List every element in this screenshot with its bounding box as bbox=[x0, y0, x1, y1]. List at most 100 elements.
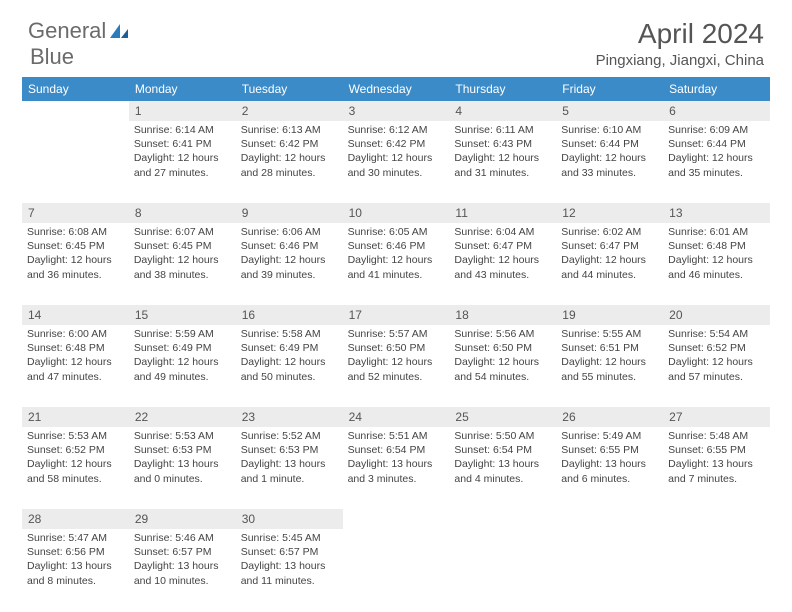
day-dl2: and 11 minutes. bbox=[241, 574, 338, 588]
day-number: 6 bbox=[663, 101, 770, 121]
day-info: Sunrise: 6:08 AMSunset: 6:45 PMDaylight:… bbox=[27, 225, 124, 282]
day-dl1: Daylight: 12 hours bbox=[561, 151, 658, 165]
day-number: 20 bbox=[663, 305, 770, 325]
day-dl1: Daylight: 12 hours bbox=[668, 355, 765, 369]
day-info: Sunrise: 6:06 AMSunset: 6:46 PMDaylight:… bbox=[241, 225, 338, 282]
day-dl2: and 38 minutes. bbox=[134, 268, 231, 282]
day-sr: Sunrise: 6:14 AM bbox=[134, 123, 231, 137]
day-info: Sunrise: 6:01 AMSunset: 6:48 PMDaylight:… bbox=[668, 225, 765, 282]
day-info: Sunrise: 6:14 AMSunset: 6:41 PMDaylight:… bbox=[134, 123, 231, 180]
day-cell: Sunrise: 5:45 AMSunset: 6:57 PMDaylight:… bbox=[236, 529, 343, 611]
day-number: 27 bbox=[663, 407, 770, 427]
day-sr: Sunrise: 6:10 AM bbox=[561, 123, 658, 137]
day-number: 26 bbox=[556, 407, 663, 427]
day-header-tue: Tuesday bbox=[236, 77, 343, 101]
day-dl2: and 39 minutes. bbox=[241, 268, 338, 282]
day-info: Sunrise: 5:52 AMSunset: 6:53 PMDaylight:… bbox=[241, 429, 338, 486]
day-number: 7 bbox=[22, 203, 129, 223]
day-number-row: 78910111213 bbox=[22, 203, 770, 223]
day-sr: Sunrise: 5:49 AM bbox=[561, 429, 658, 443]
day-dl2: and 55 minutes. bbox=[561, 370, 658, 384]
day-dl2: and 58 minutes. bbox=[27, 472, 124, 486]
day-sr: Sunrise: 5:53 AM bbox=[27, 429, 124, 443]
day-dl2: and 54 minutes. bbox=[454, 370, 551, 384]
day-sr: Sunrise: 6:09 AM bbox=[668, 123, 765, 137]
day-dl1: Daylight: 12 hours bbox=[134, 151, 231, 165]
day-dl1: Daylight: 13 hours bbox=[241, 559, 338, 573]
week-block: 282930Sunrise: 5:47 AMSunset: 6:56 PMDay… bbox=[22, 509, 770, 611]
day-cell bbox=[449, 529, 556, 611]
day-number: 9 bbox=[236, 203, 343, 223]
day-ss: Sunset: 6:54 PM bbox=[348, 443, 445, 457]
day-cell: Sunrise: 6:01 AMSunset: 6:48 PMDaylight:… bbox=[663, 223, 770, 305]
day-number-row: 282930 bbox=[22, 509, 770, 529]
day-dl2: and 43 minutes. bbox=[454, 268, 551, 282]
day-number bbox=[449, 509, 556, 529]
day-dl2: and 33 minutes. bbox=[561, 166, 658, 180]
day-ss: Sunset: 6:48 PM bbox=[668, 239, 765, 253]
day-header-row: Sunday Monday Tuesday Wednesday Thursday… bbox=[22, 77, 770, 101]
day-number: 23 bbox=[236, 407, 343, 427]
day-number-row: 21222324252627 bbox=[22, 407, 770, 427]
day-info: Sunrise: 5:58 AMSunset: 6:49 PMDaylight:… bbox=[241, 327, 338, 384]
day-sr: Sunrise: 6:05 AM bbox=[348, 225, 445, 239]
day-dl2: and 41 minutes. bbox=[348, 268, 445, 282]
day-number-row: 123456 bbox=[22, 101, 770, 121]
day-dl2: and 28 minutes. bbox=[241, 166, 338, 180]
day-info: Sunrise: 5:55 AMSunset: 6:51 PMDaylight:… bbox=[561, 327, 658, 384]
day-cell: Sunrise: 6:04 AMSunset: 6:47 PMDaylight:… bbox=[449, 223, 556, 305]
day-dl1: Daylight: 12 hours bbox=[241, 253, 338, 267]
day-sr: Sunrise: 5:54 AM bbox=[668, 327, 765, 341]
day-ss: Sunset: 6:55 PM bbox=[668, 443, 765, 457]
day-cell bbox=[663, 529, 770, 611]
day-ss: Sunset: 6:48 PM bbox=[27, 341, 124, 355]
day-sr: Sunrise: 5:50 AM bbox=[454, 429, 551, 443]
day-dl2: and 0 minutes. bbox=[134, 472, 231, 486]
day-ss: Sunset: 6:49 PM bbox=[134, 341, 231, 355]
day-ss: Sunset: 6:46 PM bbox=[348, 239, 445, 253]
day-dl1: Daylight: 12 hours bbox=[134, 253, 231, 267]
day-dl2: and 27 minutes. bbox=[134, 166, 231, 180]
day-dl2: and 44 minutes. bbox=[561, 268, 658, 282]
day-cell: Sunrise: 6:13 AMSunset: 6:42 PMDaylight:… bbox=[236, 121, 343, 203]
day-dl2: and 30 minutes. bbox=[348, 166, 445, 180]
day-header-sat: Saturday bbox=[663, 77, 770, 101]
day-cell: Sunrise: 6:07 AMSunset: 6:45 PMDaylight:… bbox=[129, 223, 236, 305]
day-cell bbox=[22, 121, 129, 203]
day-info: Sunrise: 6:00 AMSunset: 6:48 PMDaylight:… bbox=[27, 327, 124, 384]
day-sr: Sunrise: 6:11 AM bbox=[454, 123, 551, 137]
day-cell: Sunrise: 5:54 AMSunset: 6:52 PMDaylight:… bbox=[663, 325, 770, 407]
day-dl1: Daylight: 13 hours bbox=[561, 457, 658, 471]
day-ss: Sunset: 6:50 PM bbox=[454, 341, 551, 355]
day-dl2: and 6 minutes. bbox=[561, 472, 658, 486]
day-dl2: and 46 minutes. bbox=[668, 268, 765, 282]
day-dl1: Daylight: 12 hours bbox=[348, 151, 445, 165]
day-cell: Sunrise: 5:55 AMSunset: 6:51 PMDaylight:… bbox=[556, 325, 663, 407]
day-ss: Sunset: 6:53 PM bbox=[134, 443, 231, 457]
day-number: 29 bbox=[129, 509, 236, 529]
day-cell: Sunrise: 6:00 AMSunset: 6:48 PMDaylight:… bbox=[22, 325, 129, 407]
day-header-thu: Thursday bbox=[449, 77, 556, 101]
day-dl2: and 52 minutes. bbox=[348, 370, 445, 384]
day-dl1: Daylight: 13 hours bbox=[668, 457, 765, 471]
day-sr: Sunrise: 6:07 AM bbox=[134, 225, 231, 239]
day-ss: Sunset: 6:45 PM bbox=[134, 239, 231, 253]
day-header-fri: Friday bbox=[556, 77, 663, 101]
week-block: 78910111213Sunrise: 6:08 AMSunset: 6:45 … bbox=[22, 203, 770, 305]
day-dl1: Daylight: 13 hours bbox=[134, 457, 231, 471]
day-info: Sunrise: 5:51 AMSunset: 6:54 PMDaylight:… bbox=[348, 429, 445, 486]
day-dl2: and 10 minutes. bbox=[134, 574, 231, 588]
day-dl1: Daylight: 13 hours bbox=[27, 559, 124, 573]
day-cell: Sunrise: 6:14 AMSunset: 6:41 PMDaylight:… bbox=[129, 121, 236, 203]
day-number bbox=[663, 509, 770, 529]
sail-icon bbox=[108, 22, 130, 40]
day-header-sun: Sunday bbox=[22, 77, 129, 101]
day-sr: Sunrise: 5:52 AM bbox=[241, 429, 338, 443]
day-number bbox=[343, 509, 450, 529]
day-dl1: Daylight: 12 hours bbox=[561, 355, 658, 369]
day-cell: Sunrise: 6:10 AMSunset: 6:44 PMDaylight:… bbox=[556, 121, 663, 203]
day-dl2: and 35 minutes. bbox=[668, 166, 765, 180]
logo-word-2: Blue bbox=[30, 44, 74, 70]
day-info: Sunrise: 6:13 AMSunset: 6:42 PMDaylight:… bbox=[241, 123, 338, 180]
day-cell: Sunrise: 5:52 AMSunset: 6:53 PMDaylight:… bbox=[236, 427, 343, 509]
